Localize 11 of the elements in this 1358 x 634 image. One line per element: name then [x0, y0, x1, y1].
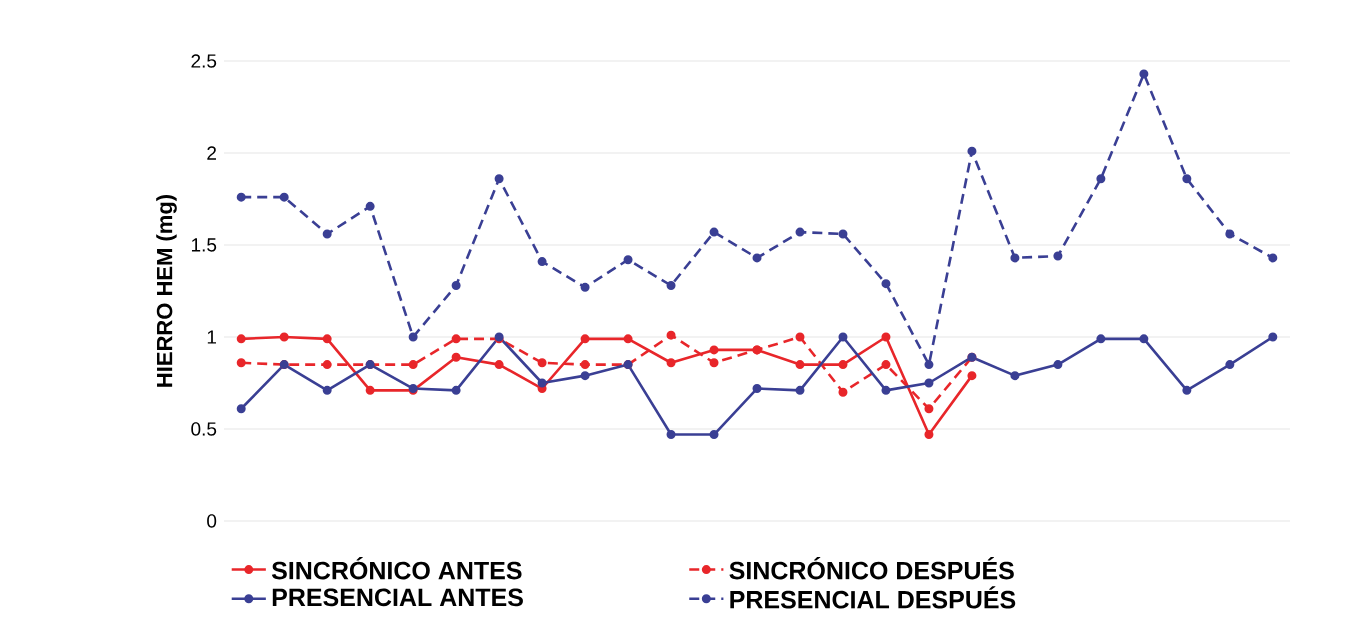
y-tick-label: 0.5: [191, 422, 217, 436]
y-axis-title: HIERRO HEM (mg): [156, 194, 177, 387]
y-tick-label: 1: [207, 330, 217, 344]
y-tick-label: 0: [207, 514, 217, 528]
y-tick-label: 2: [207, 146, 217, 160]
legend-label: PRESENCIAL DESPUÉS: [730, 586, 1016, 609]
legend-label: PRESENCIAL ANTES: [272, 588, 523, 607]
legend-label: SINCRÓNICO DESPUÉS: [729, 557, 1014, 580]
y-tick-label: 1.5: [191, 238, 217, 252]
y-tick-label: 2.5: [191, 54, 217, 68]
legend-label: SINCRÓNICO ANTES: [271, 557, 522, 580]
